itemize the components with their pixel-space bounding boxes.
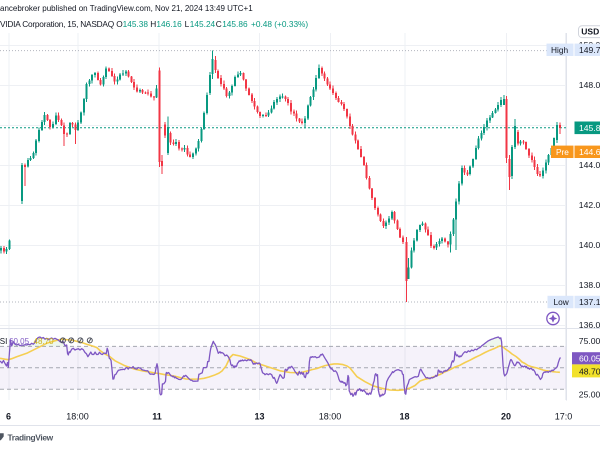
svg-text:O: O — [116, 19, 123, 29]
svg-text:18:00: 18:00 — [66, 411, 89, 421]
svg-text:142.00: 142.00 — [579, 200, 600, 210]
svg-text:145.86: 145.86 — [579, 123, 600, 133]
svg-text:48.70: 48.70 — [34, 337, 55, 346]
svg-text:18: 18 — [399, 411, 409, 421]
svg-text:140.00: 140.00 — [579, 240, 600, 250]
svg-text:20: 20 — [501, 411, 511, 421]
svg-text:C: C — [216, 19, 222, 29]
svg-text:60.05: 60.05 — [9, 337, 30, 346]
svg-text:High: High — [551, 45, 568, 55]
svg-text:137.15: 137.15 — [579, 297, 600, 307]
svg-text:149.72: 149.72 — [579, 45, 600, 55]
svg-text:144.66: 144.66 — [579, 147, 600, 157]
svg-text:18:00: 18:00 — [319, 411, 342, 421]
svg-text:136.00: 136.00 — [579, 320, 600, 330]
svg-text:13: 13 — [254, 411, 264, 421]
svg-text:L: L — [185, 19, 190, 29]
svg-text:+0.48 (+0.33%): +0.48 (+0.33%) — [251, 19, 308, 29]
svg-text:17:0: 17:0 — [555, 411, 573, 421]
svg-text:25.00: 25.00 — [579, 390, 600, 400]
svg-text:138.00: 138.00 — [579, 280, 600, 290]
svg-text:75.00: 75.00 — [579, 336, 600, 346]
svg-text:60.05: 60.05 — [579, 354, 600, 364]
svg-text:VIDIA Corporation, 15, NASDAQ: VIDIA Corporation, 15, NASDAQ — [0, 19, 115, 29]
svg-text:146.16: 146.16 — [156, 19, 182, 29]
svg-text:145.24: 145.24 — [190, 19, 216, 29]
svg-text:148.00: 148.00 — [579, 80, 600, 90]
svg-text:ancebroker published on Tradin: ancebroker published on TradingView.com,… — [0, 4, 253, 13]
svg-text:RSI: RSI — [0, 337, 7, 346]
svg-text:TradingView: TradingView — [8, 432, 54, 442]
svg-text:48.70: 48.70 — [579, 366, 600, 376]
svg-text:USD: USD — [581, 27, 599, 37]
svg-text:11: 11 — [152, 411, 162, 421]
svg-text:145.86: 145.86 — [222, 19, 248, 29]
svg-text:144.00: 144.00 — [579, 160, 600, 170]
svg-text:145.38: 145.38 — [123, 19, 149, 29]
svg-text:6: 6 — [6, 411, 11, 421]
svg-text:H: H — [150, 19, 156, 29]
svg-text:Low: Low — [554, 297, 570, 307]
svg-text:Pre: Pre — [556, 147, 569, 157]
